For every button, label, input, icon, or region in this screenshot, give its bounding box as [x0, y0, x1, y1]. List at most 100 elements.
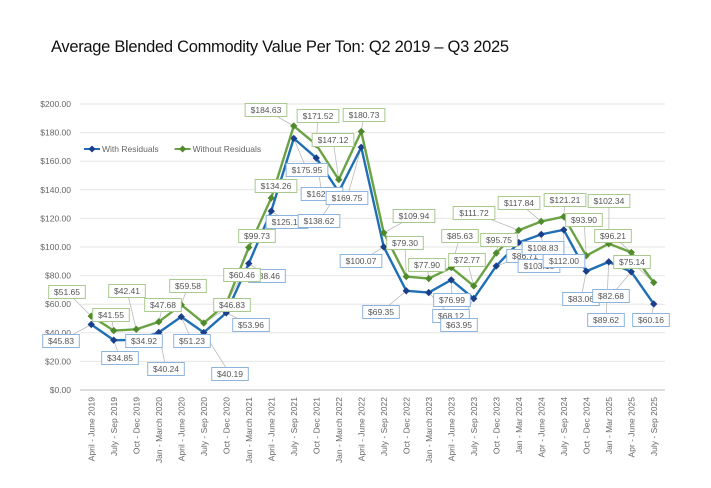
data-label: $96.21: [600, 231, 626, 241]
data-label: $34.85: [107, 353, 133, 363]
data-label: $125.13: [272, 217, 303, 227]
data-label-box: [244, 103, 288, 117]
data-label-box: [92, 308, 130, 322]
data-label: $59.58: [175, 281, 201, 291]
x-tick-label: Oct - Dec 2021: [311, 397, 321, 454]
legend-marker: [88, 145, 96, 153]
data-label-box: [144, 298, 182, 312]
data-label-box: [232, 318, 270, 332]
data-label-box: [169, 279, 207, 293]
data-label: $42.41: [114, 286, 140, 296]
data-label: $51.23: [179, 336, 205, 346]
y-tick-label: $20.00: [45, 356, 71, 366]
data-label: $180.73: [349, 110, 380, 120]
x-tick-label: Apr - June 2024: [536, 397, 546, 458]
data-label-box: [542, 254, 586, 268]
x-tick-label: Oct - Dec 2023: [491, 397, 501, 454]
data-point: [447, 276, 455, 284]
data-label-box: [452, 206, 496, 220]
data-label-box: [254, 179, 298, 193]
x-tick-label: April - June 2022: [356, 397, 366, 462]
y-tick-label: $140.00: [40, 185, 71, 195]
data-label-box: [386, 236, 424, 250]
data-point: [425, 288, 433, 297]
data-label-box: [587, 194, 631, 208]
data-label-box: [497, 196, 541, 210]
data-label: $162.27: [307, 189, 338, 199]
data-point: [312, 154, 320, 162]
data-label: $95.75: [486, 235, 512, 245]
data-label: $108.83: [528, 243, 559, 253]
x-tick-label: Jan - March 2023: [424, 397, 434, 463]
x-tick-label: Apr - June 2025: [626, 397, 636, 458]
data-label: $45.83: [48, 336, 74, 346]
data-label: $147.12: [318, 135, 349, 145]
data-label-box: [325, 191, 369, 205]
y-tick-label: $40.00: [45, 328, 71, 338]
x-tick-label: July - Sep 2019: [109, 397, 119, 456]
data-point: [245, 259, 253, 268]
data-label: $102.34: [594, 196, 625, 206]
data-label-box: [48, 285, 86, 299]
data-label-box: [342, 108, 386, 122]
data-label-box: [392, 209, 436, 223]
data-label-box: [440, 318, 478, 332]
data-label: $117.84: [504, 198, 534, 208]
data-point: [627, 268, 635, 276]
data-point: [357, 143, 365, 151]
data-point: [492, 262, 500, 270]
x-tick-label: Jan - March 2022: [334, 397, 344, 463]
data-point: [380, 243, 388, 251]
x-tick-label: July - Sep 2025: [649, 397, 659, 456]
data-point: [87, 320, 95, 329]
data-label-box: [311, 133, 355, 147]
x-tick-label: Oct - Dec 2024: [581, 397, 591, 454]
data-point: [132, 325, 140, 334]
data-label: $75.14: [619, 257, 645, 267]
y-tick-label: $60.00: [45, 299, 71, 309]
data-label: $40.24: [153, 364, 179, 374]
y-tick-label: $80.00: [45, 271, 71, 281]
data-label: $112.00: [549, 256, 579, 266]
data-point: [267, 207, 275, 215]
data-label-box: [42, 334, 80, 348]
y-tick-label: $120.00: [40, 213, 71, 223]
series-line-without-residuals: [90, 124, 655, 332]
data-label-box: [448, 253, 486, 267]
data-label-box: [285, 163, 329, 177]
data-label: $175.95: [292, 165, 323, 175]
data-label: $100.07: [346, 256, 377, 266]
x-tick-label: Jan - March 2020: [154, 397, 164, 463]
x-tick-label: April - June 2021: [266, 397, 276, 462]
data-label: $68.12: [438, 311, 464, 321]
data-label-box: [362, 305, 400, 319]
data-label: $82.68: [598, 291, 624, 301]
data-label: $109.94: [399, 211, 430, 221]
data-label: $86.71: [512, 251, 538, 261]
data-point: [537, 217, 545, 226]
data-point: [155, 318, 163, 326]
data-label-box: [592, 289, 630, 303]
data-point: [650, 278, 658, 287]
data-label: $184.63: [251, 105, 282, 115]
data-label: $72.77: [454, 255, 480, 265]
x-tick-label: Jan - Mar 2025: [604, 397, 614, 454]
x-tick-label: July - Sep 2022: [379, 397, 389, 456]
y-tick-label: $100.00: [40, 242, 71, 252]
x-tick-label: Oct - Dec 2020: [221, 397, 231, 454]
data-label-box: [297, 214, 341, 228]
data-label: $76.99: [439, 295, 465, 305]
y-tick-label: $160.00: [40, 156, 71, 166]
data-label-box: [632, 313, 670, 327]
data-label-box: [213, 298, 251, 312]
data-label-box: [223, 268, 261, 282]
data-point: [470, 294, 478, 303]
y-tick-label: $180.00: [40, 128, 71, 138]
data-label: $41.55: [98, 310, 124, 320]
chart-title: Average Blended Commodity Value Per Ton:…: [51, 38, 509, 56]
data-label-box: [587, 313, 625, 327]
data-label: $79.30: [392, 238, 418, 248]
data-label-box: [296, 109, 340, 123]
legend-marker: [179, 145, 187, 153]
